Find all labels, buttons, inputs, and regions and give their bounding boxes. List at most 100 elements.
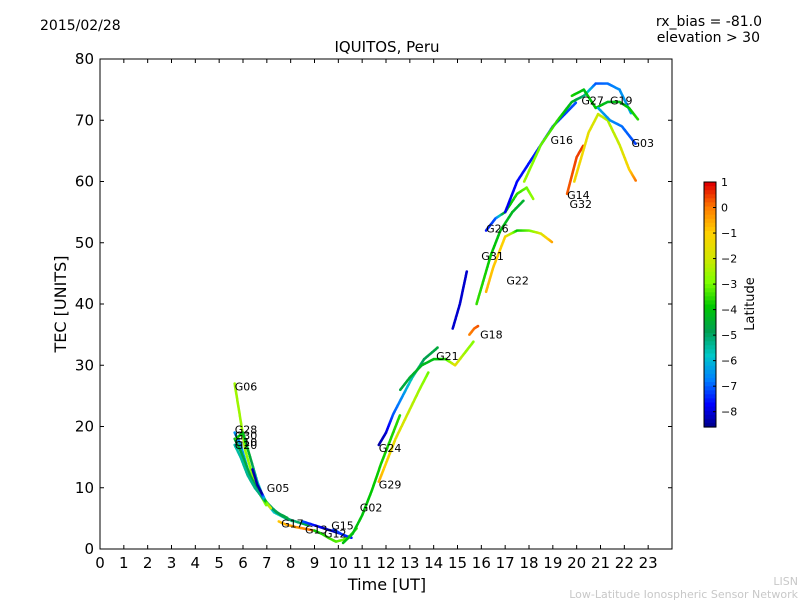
colorbar-segment <box>704 218 716 224</box>
colorbar-segment <box>704 324 716 330</box>
x-tick-label: 21 <box>591 554 610 572</box>
colorbar-segment <box>704 365 716 371</box>
colorbar-segment <box>704 222 716 228</box>
colorbar-segment <box>704 231 716 236</box>
plot-frame <box>99 58 673 550</box>
colorbar-segment <box>704 263 716 269</box>
colorbar-segment <box>704 312 716 318</box>
track-g18 <box>468 324 480 336</box>
colorbar-segment <box>704 292 716 297</box>
colorbar-segment <box>704 280 716 285</box>
x-tick-label: 18 <box>519 554 538 572</box>
colorbar-segment <box>704 214 716 220</box>
prn-label: G14 <box>567 189 590 202</box>
latitude-colorbar: 1 0 −1 −2 −3 −4 −5 −6 −7 −8 <box>703 176 737 428</box>
y-tick-label: 70 <box>75 111 94 129</box>
tec-point <box>574 101 578 104</box>
tec-point <box>531 197 535 201</box>
colorbar-segment <box>704 308 716 314</box>
colorbar-segment <box>704 255 716 261</box>
x-tick-label: 6 <box>238 554 248 572</box>
prn-label: G05 <box>267 482 290 495</box>
prn-label: G10 <box>235 436 258 449</box>
x-tick-label: 15 <box>448 554 467 572</box>
colorbar-segment <box>704 202 716 208</box>
colorbar-tick-label: −2 <box>721 253 737 266</box>
track-g02 <box>341 414 402 545</box>
x-tick-label: 14 <box>424 554 443 572</box>
colorbar-segment <box>704 353 716 359</box>
colorbar-tick-label: 0 <box>721 202 728 215</box>
prn-label: G02 <box>360 501 383 514</box>
x-tick-label: 1 <box>119 554 129 572</box>
colorbar-segment <box>704 373 716 379</box>
colorbar-segment <box>704 390 716 395</box>
track-g22 <box>484 229 554 294</box>
x-tick-label: 20 <box>567 554 586 572</box>
prn-label: G17 <box>281 517 304 530</box>
colorbar-segment <box>704 182 716 187</box>
plot-area: 0 1 2 3 4 5 6 7 8 9 10 11 12 13 14 15 16 17 18 19 20 21 22 2301… <box>75 50 673 572</box>
colorbar-segment <box>704 361 716 367</box>
y-tick-label: 30 <box>75 356 94 374</box>
org-short-label: LISN <box>773 575 798 588</box>
colorbar-segment <box>704 349 716 355</box>
colorbar-segment <box>704 357 716 363</box>
colorbar-segment <box>704 345 716 350</box>
colorbar-segment <box>704 394 716 399</box>
y-tick-label: 20 <box>75 418 94 436</box>
track-g19 <box>570 88 640 121</box>
colorbar-segment <box>704 190 716 195</box>
colorbar-segment <box>704 271 716 277</box>
y-tick-label: 60 <box>75 173 94 191</box>
colorbar-segment <box>704 235 716 240</box>
y-tick-label: 50 <box>75 234 94 252</box>
prn-label: G29 <box>379 479 402 492</box>
colorbar-segment <box>704 320 716 326</box>
x-axis-label: Time [UT] <box>347 575 426 594</box>
colorbar-segment <box>704 186 716 191</box>
tec-point <box>398 414 402 417</box>
prn-label: G22 <box>506 275 529 288</box>
tec-point <box>465 270 469 273</box>
track-g17 <box>277 520 315 532</box>
colorbar-segment <box>704 198 716 203</box>
tec-point <box>436 346 439 349</box>
y-tick-label: 0 <box>84 540 94 558</box>
track-unlabeled <box>451 270 469 330</box>
x-tick-label: 8 <box>286 554 296 572</box>
prn-label: G30 <box>235 430 258 443</box>
track-g05 <box>251 468 273 510</box>
colorbar-segment <box>704 243 716 248</box>
colorbar-segment <box>704 247 716 252</box>
x-tick-label: 12 <box>376 554 395 572</box>
colorbar-tick-label: −5 <box>721 329 737 342</box>
colorbar-segment <box>704 288 716 293</box>
colorbar-segment <box>704 206 716 212</box>
colorbar-segment <box>704 275 716 281</box>
x-tick-label: 13 <box>400 554 419 572</box>
colorbar-segment <box>704 304 716 310</box>
tec-point <box>269 506 273 510</box>
colorbar-tick-label: −6 <box>721 355 737 368</box>
colorbar-segment <box>704 259 716 265</box>
x-tick-label: 2 <box>143 554 153 572</box>
x-tick-label: 17 <box>496 554 515 572</box>
colorbar-segment <box>704 267 716 273</box>
prn-label: G16 <box>551 134 574 147</box>
prn-label: G26 <box>486 223 509 236</box>
prn-label: G18 <box>480 329 503 342</box>
track-g29 <box>377 371 430 483</box>
tec-point <box>522 199 525 203</box>
x-tick-label: 11 <box>353 554 372 572</box>
colorbar-frame <box>703 181 717 428</box>
prn-label: G03 <box>632 137 655 150</box>
colorbar-segment <box>704 410 716 416</box>
colorbar-tick-label: −1 <box>721 227 737 240</box>
x-tick-label: 10 <box>329 554 348 572</box>
date-label: 2015/02/28 <box>40 18 121 34</box>
x-tick-label: 9 <box>310 554 320 572</box>
track-g21 <box>399 340 475 392</box>
prn-label: G20 <box>235 439 258 452</box>
